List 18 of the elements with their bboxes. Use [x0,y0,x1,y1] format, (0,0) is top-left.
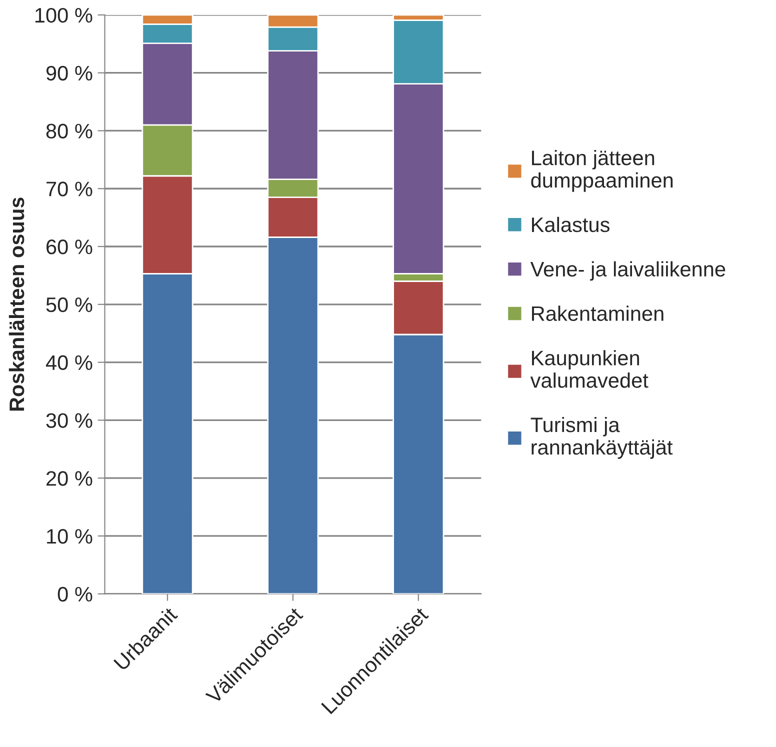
y-tick-label: 90 % [46,66,92,81]
y-tick-label: 40 % [46,355,92,370]
y-tick-label: 100 % [35,8,92,23]
y-axis-title: Roskanlähteen osuus [8,198,24,411]
legend-label: Kaupunkien valumavedet [530,350,648,388]
legend-label: Vene- ja laivaliikenne [530,261,726,281]
y-tick-label: 0 % [58,586,92,602]
y-tick-label: 20 % [46,471,92,486]
y-tick-label: 30 % [46,413,92,428]
y-tick-label: 10 % [47,528,92,544]
y-tick-label: 80 % [46,124,92,138]
legend-label: Laiton jätteen dumppaaminen [531,150,673,192]
y-tick-label: 70 % [46,182,92,196]
legend-label: Rakentaminen [532,306,664,321]
y-tick-label: 50 % [46,297,92,312]
y-tick-label: 60 % [46,240,92,254]
legend-label: Kalastus [532,216,610,232]
legend-label: Turismi ja rannankäyttäjät [530,416,673,459]
